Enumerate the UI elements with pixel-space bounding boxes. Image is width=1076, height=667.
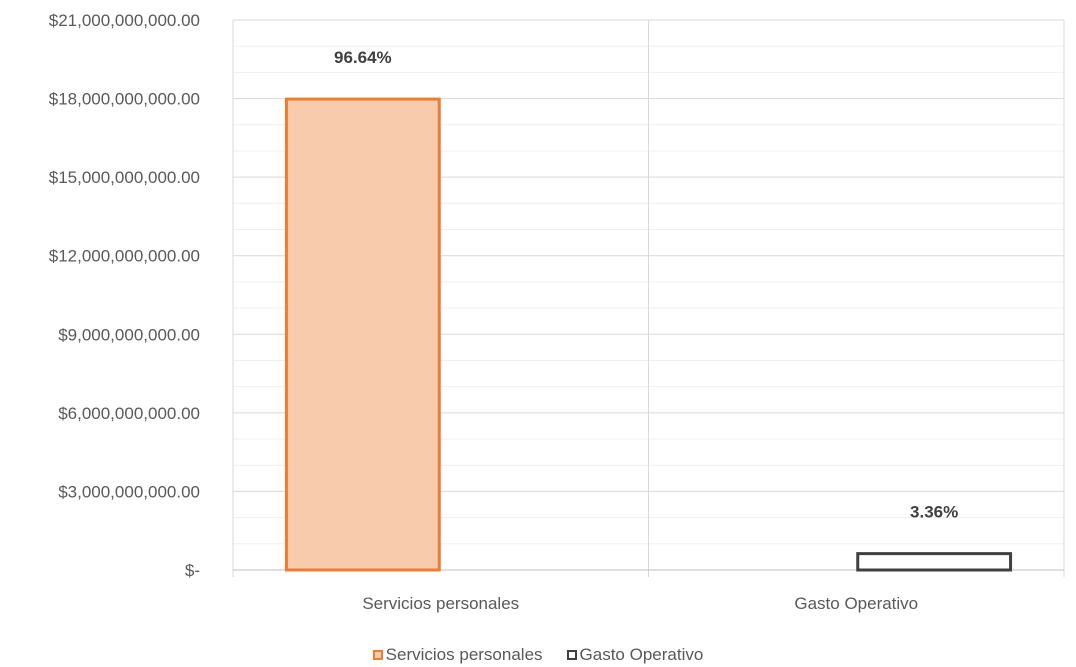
data-label: 3.36% <box>910 503 958 522</box>
y-tick-label: $18,000,000,000.00 <box>49 90 200 109</box>
y-tick-label: $21,000,000,000.00 <box>49 11 200 30</box>
y-tick-label: $- <box>185 561 200 580</box>
legend-label: Gasto Operativo <box>579 645 704 664</box>
x-category-label: Gasto Operativo <box>794 594 918 613</box>
legend: Servicios personales Gasto Operativo <box>0 644 1076 666</box>
legend-swatch <box>372 650 383 660</box>
legend-label: Servicios personales <box>385 645 543 664</box>
bars <box>284 97 1013 572</box>
legend-swatch <box>566 650 577 660</box>
y-tick-label: $15,000,000,000.00 <box>49 168 200 187</box>
y-tick-label: $12,000,000,000.00 <box>49 247 200 266</box>
x-category-label: Servicios personales <box>362 594 519 613</box>
y-tick-label: $3,000,000,000.00 <box>58 482 200 501</box>
bar <box>284 97 441 572</box>
y-tick-label: $9,000,000,000.00 <box>58 325 200 344</box>
labels: $- $3,000,000,000.00 $6,000,000,000.00 $9,0… <box>49 11 959 613</box>
data-label: 96.64% <box>334 48 392 67</box>
y-tick-label: $6,000,000,000.00 <box>58 404 200 423</box>
legend-item: Servicios personales <box>372 645 543 665</box>
bar <box>856 552 1013 572</box>
bar-chart: $- $3,000,000,000.00 $6,000,000,000.00 $9,0… <box>49 11 1065 613</box>
legend-item: Gasto Operativo <box>566 645 704 665</box>
